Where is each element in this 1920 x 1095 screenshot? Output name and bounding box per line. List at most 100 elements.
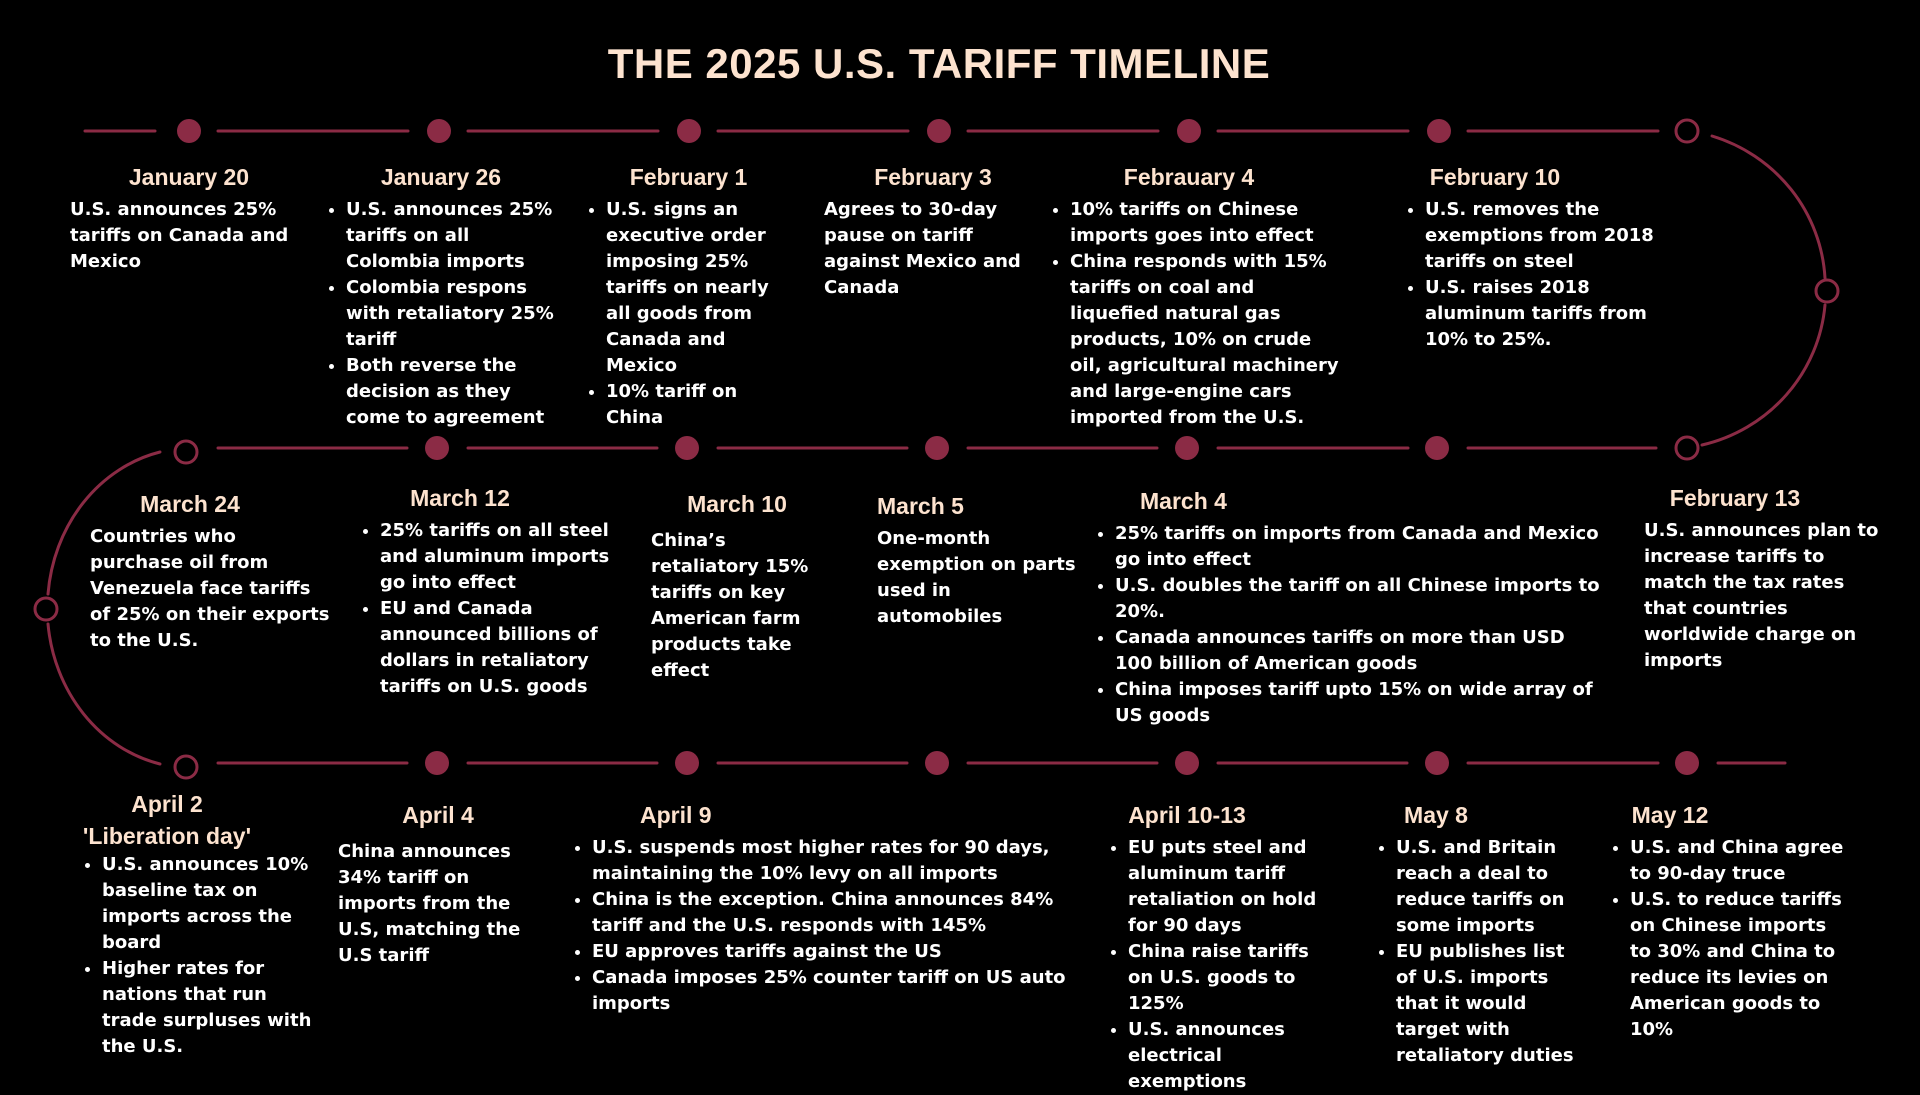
event-date: Febrauary 4 bbox=[1123, 164, 1255, 190]
dot-jan20 bbox=[177, 119, 201, 143]
event-date: March 5 bbox=[877, 493, 964, 519]
bullet-item: U.S. announces electrical exemptions bbox=[1128, 1017, 1338, 1095]
event-description: One-month exemption on parts used in aut… bbox=[877, 528, 1076, 627]
event-bullet-list: 25% tariffs on all steel and aluminum im… bbox=[350, 518, 610, 700]
bullet-item: China is the exception. China announces … bbox=[592, 887, 1082, 939]
dot-mar12 bbox=[425, 436, 449, 460]
event-bullet-list: 10% tariffs on Chinese imports goes into… bbox=[1040, 197, 1340, 431]
bullet-item: EU publishes list of U.S. imports that i… bbox=[1396, 939, 1586, 1069]
bullet-item: U.S. raises 2018 aluminum tariffs from 1… bbox=[1425, 275, 1685, 353]
event-apr10-13: April 10-13 EU puts steel and aluminum t… bbox=[1098, 801, 1338, 1095]
event-feb10: February 10 U.S. removes the exemptions … bbox=[1395, 163, 1685, 353]
bullet-item: U.S. announces 10% baseline tax on impor… bbox=[102, 852, 322, 956]
event-may12: May 12 U.S. and China agree to 90-day tr… bbox=[1600, 801, 1845, 1043]
event-date: May 12 bbox=[1631, 802, 1709, 828]
bullet-item: U.S. signs an executive order imposing 2… bbox=[606, 197, 796, 379]
event-bullet-list: U.S. announces 25% tariffs on all Colomb… bbox=[316, 197, 566, 431]
event-description: China announces 34% tariff on imports fr… bbox=[338, 841, 521, 966]
bullet-item: U.S. removes the exemptions from 2018 ta… bbox=[1425, 197, 1685, 275]
bullet-item: 10% tariffs on Chinese imports goes into… bbox=[1070, 197, 1340, 249]
ring-apr2 bbox=[173, 754, 199, 780]
event-feb4: Febrauary 4 10% tariffs on Chinese impor… bbox=[1040, 163, 1340, 431]
bullet-item: U.S. suspends most higher rates for 90 d… bbox=[592, 835, 1082, 887]
event-feb3: February 3 Agrees to 30-day pause on tar… bbox=[824, 163, 1042, 301]
event-feb13: February 13 U.S. announces plan to incre… bbox=[1644, 484, 1884, 674]
bullet-item: EU and Canada announced billions of doll… bbox=[380, 596, 610, 700]
bullet-item: U.S. and China agree to 90-day truce bbox=[1630, 835, 1845, 887]
ring-mar24 bbox=[173, 439, 199, 465]
event-date: February 13 bbox=[1669, 485, 1801, 511]
event-bullet-list: 25% tariffs on imports from Canada and M… bbox=[1085, 521, 1605, 729]
event-date: April 10-13 bbox=[1128, 802, 1246, 828]
dot-mar4 bbox=[1175, 436, 1199, 460]
event-bullet-list: EU puts steel and aluminum tariff retali… bbox=[1098, 835, 1338, 1095]
bullet-item: Higher rates for nations that run trade … bbox=[102, 956, 322, 1060]
bullet-item: Canada announces tariffs on more than US… bbox=[1115, 625, 1605, 677]
event-date: February 10 bbox=[1429, 164, 1561, 190]
event-mar12: March 12 25% tariffs on all steel and al… bbox=[350, 484, 610, 700]
bullet-item: 10% tariff on China bbox=[606, 379, 796, 431]
event-mar4: March 4 25% tariffs on imports from Cana… bbox=[1085, 487, 1605, 729]
dot-apr9 bbox=[675, 751, 699, 775]
event-date: February 1 bbox=[629, 164, 748, 190]
event-date: January 20 bbox=[128, 164, 250, 190]
dot-may8 bbox=[1425, 751, 1449, 775]
event-date: March 10 bbox=[687, 491, 787, 517]
bullet-item: Colombia respons with retaliatory 25% ta… bbox=[346, 275, 566, 353]
event-date: March 4 bbox=[1140, 488, 1227, 514]
event-apr2: April 2 'Liberation day' U.S. announces … bbox=[52, 790, 322, 1060]
event-date: April 2 bbox=[131, 791, 203, 817]
bullet-item: China raise tariffs on U.S. goods to 125… bbox=[1128, 939, 1338, 1017]
event-bullet-list: U.S. announces 10% baseline tax on impor… bbox=[52, 852, 322, 1060]
dot-mar5 bbox=[925, 436, 949, 460]
dot-feb3 bbox=[927, 119, 951, 143]
event-date: January 26 bbox=[380, 164, 502, 190]
bullet-item: U.S. to reduce tariffs on Chinese import… bbox=[1630, 887, 1845, 1043]
event-date: May 8 bbox=[1404, 802, 1468, 828]
bullet-item: EU approves tariffs against the US bbox=[592, 939, 1082, 965]
bullet-item: 25% tariffs on imports from Canada and M… bbox=[1115, 521, 1605, 573]
event-feb1: February 1 U.S. signs an executive order… bbox=[576, 163, 796, 431]
bullet-item: China imposes tariff upto 15% on wide ar… bbox=[1115, 677, 1605, 729]
event-bullet-list: U.S. signs an executive order imposing 2… bbox=[576, 197, 796, 431]
event-description: Agrees to 30-day pause on tariff against… bbox=[824, 199, 1021, 298]
bullet-item: U.S. and Britain reach a deal to reduce … bbox=[1396, 835, 1586, 939]
dot-apr4 bbox=[425, 751, 449, 775]
event-may8: May 8 U.S. and Britain reach a deal to r… bbox=[1366, 801, 1586, 1069]
event-date: February 3 bbox=[874, 164, 992, 190]
event-bullet-list: U.S. and Britain reach a deal to reduce … bbox=[1366, 835, 1586, 1069]
event-date: April 4 bbox=[402, 802, 474, 828]
dot-feb13-row bbox=[1425, 436, 1449, 460]
event-bullet-list: U.S. removes the exemptions from 2018 ta… bbox=[1395, 197, 1685, 353]
event-description: Countries who purchase oil from Venezuel… bbox=[90, 526, 330, 651]
bullet-item: 25% tariffs on all steel and aluminum im… bbox=[380, 518, 610, 596]
event-mar10: March 10 China’s retaliatory 15% tariffs… bbox=[651, 490, 831, 684]
dot-apr10 bbox=[1175, 751, 1199, 775]
dot-may12 bbox=[1675, 751, 1699, 775]
event-description: U.S. announces 25% tariffs on Canada and… bbox=[70, 199, 289, 272]
bullet-item: Both reverse the decision as they come t… bbox=[346, 353, 566, 431]
dot-feb1 bbox=[677, 119, 701, 143]
bullet-item: China responds with 15% tariffs on coal … bbox=[1070, 249, 1340, 431]
event-date: March 24 bbox=[140, 491, 240, 517]
bullet-item: U.S. doubles the tariff on all Chinese i… bbox=[1115, 573, 1605, 625]
dot-mar10 bbox=[675, 436, 699, 460]
dot-feb4 bbox=[1177, 119, 1201, 143]
ring-top-right bbox=[1674, 118, 1700, 144]
dot-jan26 bbox=[427, 119, 451, 143]
event-description: China’s retaliatory 15% tariffs on key A… bbox=[651, 530, 809, 681]
bullet-item: U.S. announces 25% tariffs on all Colomb… bbox=[346, 197, 566, 275]
ring-right-mid bbox=[1814, 278, 1840, 304]
event-jan26: January 26 U.S. announces 25% tariffs on… bbox=[316, 163, 566, 431]
bullet-item: EU puts steel and aluminum tariff retali… bbox=[1128, 835, 1338, 939]
ring-feb13 bbox=[1674, 435, 1700, 461]
event-description: U.S. announces plan to increase tariffs … bbox=[1644, 520, 1879, 671]
page-title: THE 2025 U.S. TARIFF TIMELINE bbox=[607, 40, 1271, 87]
event-apr9: April 9 U.S. suspends most higher rates … bbox=[562, 801, 1082, 1017]
event-mar24: March 24 Countries who purchase oil from… bbox=[90, 490, 330, 654]
event-subtitle: 'Liberation day' bbox=[82, 823, 252, 849]
event-date: March 12 bbox=[410, 485, 510, 511]
dot-apr9b bbox=[925, 751, 949, 775]
ring-left-mid bbox=[33, 596, 59, 622]
